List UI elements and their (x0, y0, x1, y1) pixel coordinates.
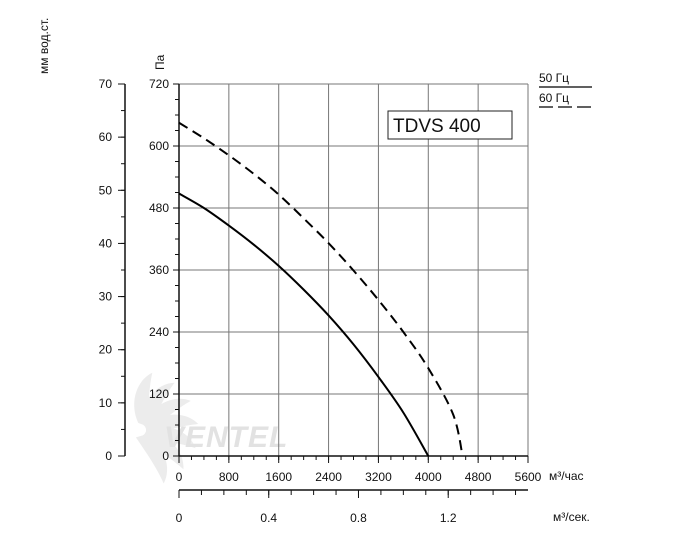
legend: 50 Гц 60 Гц (539, 71, 592, 108)
y-tick-label: 240 (149, 325, 169, 339)
y2-axis-label: мм вод.ст. (37, 18, 51, 74)
x2-axis-label: м³/сек. (553, 510, 590, 524)
y2-tick-label: 50 (99, 183, 113, 197)
x-tick-label: 4800 (465, 470, 492, 484)
y-tick-label: 720 (149, 77, 169, 91)
x-axis: 0 800 1600 2400 3200 4000 4800 5600 (176, 456, 542, 484)
series-group (178, 121, 464, 457)
x-tick-label: 2400 (315, 470, 342, 484)
x-tick-label: 1600 (265, 470, 292, 484)
y2-tick-label: 20 (99, 343, 113, 357)
x-tick-label: 5600 (515, 470, 542, 484)
y-tick-label: 480 (149, 201, 169, 215)
model-label: TDVS 400 (393, 116, 481, 137)
series-line-50-гц (178, 192, 430, 457)
x2-axis: 0 0.4 0.8 1.2 (176, 489, 528, 525)
x-axis-label: м³/час (549, 469, 584, 483)
y2-tick-label: 10 (99, 396, 113, 410)
y-tick-label: 360 (149, 263, 169, 277)
y2-tick-label: 0 (105, 449, 112, 463)
x-tick-label: 3200 (365, 470, 392, 484)
watermark-fan-blade (142, 426, 196, 449)
y2-tick-label: 30 (99, 290, 113, 304)
series-line-60-гц (178, 121, 464, 457)
y-tick-label: 0 (162, 449, 169, 463)
y-axis: 0 120 240 360 480 600 720 (149, 77, 179, 463)
x2-tick-label: 0.8 (350, 511, 367, 525)
y2-axis: 0 10 20 30 40 50 60 70 (99, 77, 126, 463)
x2-tick-label: 0 (176, 511, 183, 525)
y2-tick-label: 70 (99, 77, 113, 91)
y-tick-label: 120 (149, 387, 169, 401)
model-label-box (387, 110, 513, 140)
y2-tick-label: 60 (99, 130, 113, 144)
x2-tick-label: 0.4 (260, 511, 277, 525)
legend-label: 50 Гц (539, 71, 569, 85)
y-tick-label: 600 (149, 139, 169, 153)
watermark: VENTEL (134, 372, 288, 484)
watermark-text: VENTEL (164, 421, 288, 454)
legend-label: 60 Гц (539, 91, 569, 105)
watermark-fan-blade (135, 434, 168, 484)
x2-tick-label: 1.2 (440, 511, 457, 525)
x-tick-label: 0 (176, 470, 183, 484)
x-tick-label: 4000 (415, 470, 442, 484)
x-tick-label: 800 (219, 470, 239, 484)
y-axis-label: Па (153, 54, 167, 70)
y2-tick-label: 40 (99, 236, 113, 250)
